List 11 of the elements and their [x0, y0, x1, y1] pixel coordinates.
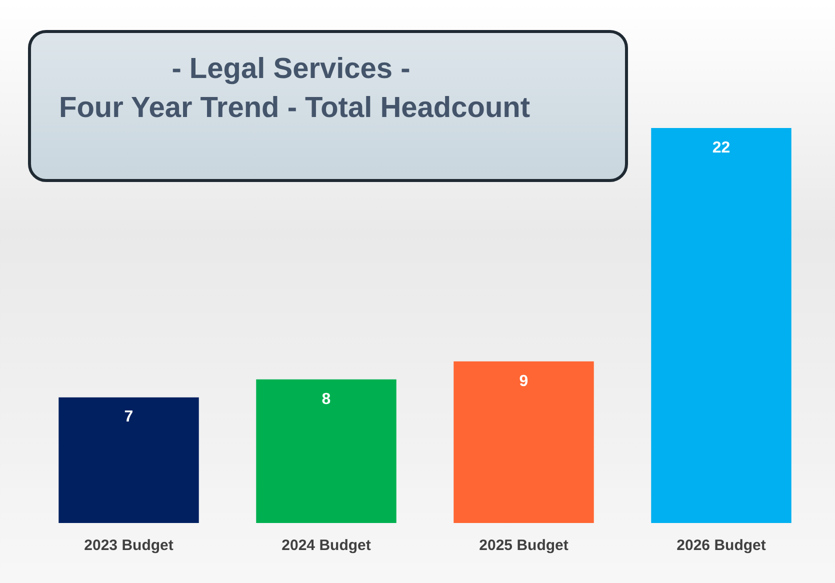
data-label: 9	[519, 372, 528, 390]
chart-subtitle: Four Year Trend - Total Headcount	[59, 92, 532, 125]
data-label: 22	[712, 139, 730, 156]
x-tick-label: 2023 Budget	[84, 537, 174, 554]
x-tick-label: 2025 Budget	[479, 537, 568, 554]
title-panel: - Legal Services - Four Year Trend - Total Headcount	[28, 30, 628, 182]
chart-title: - Legal Services -	[170, 53, 412, 86]
x-tick-label: 2024 Budget	[282, 537, 371, 554]
x-tick-label: 2026 Budget	[676, 537, 766, 554]
data-label: 8	[322, 390, 331, 408]
data-label: 7	[124, 408, 134, 426]
